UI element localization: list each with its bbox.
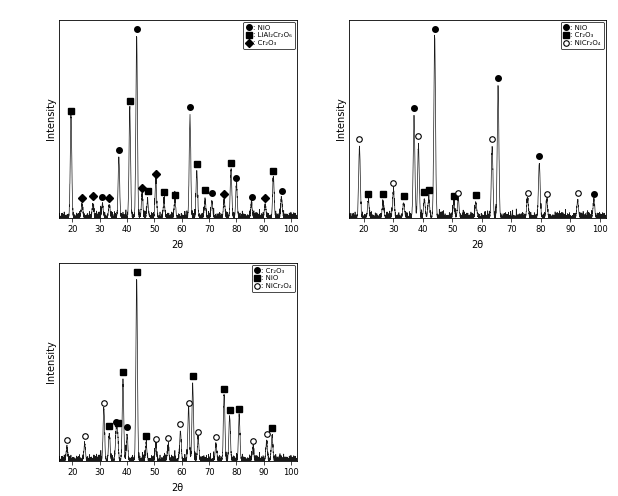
Legend: : Cr₂O₃, : NiO, : NiCr₂O₄: : Cr₂O₃, : NiO, : NiCr₂O₄ xyxy=(252,265,295,292)
Legend: : NiO, : LiAl₂Cr₂O₆, : Cr₂O₃: : NiO, : LiAl₂Cr₂O₆, : Cr₂O₃ xyxy=(243,22,295,49)
X-axis label: 2θ: 2θ xyxy=(172,483,184,493)
Y-axis label: Intensity: Intensity xyxy=(46,98,56,140)
Y-axis label: Intensity: Intensity xyxy=(46,341,56,383)
Y-axis label: Intensity: Intensity xyxy=(336,98,347,140)
Legend: : NiO, : Cr₂O₃, : NiCr₂O₄: : NiO, : Cr₂O₃, : NiCr₂O₄ xyxy=(561,22,604,49)
X-axis label: 2θ: 2θ xyxy=(472,240,483,250)
X-axis label: 2θ: 2θ xyxy=(172,240,184,250)
